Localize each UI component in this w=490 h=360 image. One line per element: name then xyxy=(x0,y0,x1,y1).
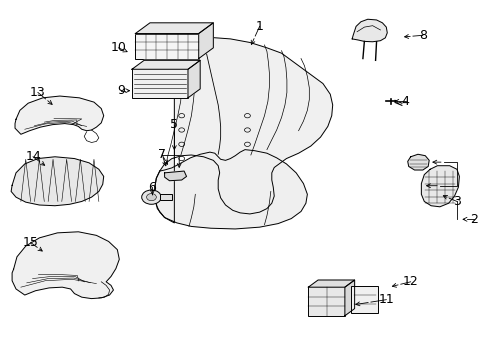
Polygon shape xyxy=(135,23,213,33)
Text: 6: 6 xyxy=(148,181,156,194)
Circle shape xyxy=(142,190,161,204)
Text: 5: 5 xyxy=(171,118,178,131)
Polygon shape xyxy=(308,280,355,287)
Bar xyxy=(132,69,188,98)
Bar xyxy=(351,286,378,313)
Text: 15: 15 xyxy=(23,236,39,249)
Text: 11: 11 xyxy=(378,293,394,306)
Text: 3: 3 xyxy=(453,195,461,208)
Polygon shape xyxy=(165,171,187,181)
Text: 7: 7 xyxy=(158,148,166,162)
Text: 12: 12 xyxy=(403,275,418,288)
Text: 1: 1 xyxy=(256,20,264,33)
Polygon shape xyxy=(345,280,355,316)
Polygon shape xyxy=(155,37,333,223)
Text: 8: 8 xyxy=(419,29,427,42)
Text: 9: 9 xyxy=(117,84,124,97)
Text: 4: 4 xyxy=(402,95,410,108)
Polygon shape xyxy=(421,166,460,207)
Polygon shape xyxy=(12,232,119,298)
Circle shape xyxy=(147,194,156,201)
Text: 10: 10 xyxy=(110,41,126,54)
Polygon shape xyxy=(188,60,200,98)
Text: 13: 13 xyxy=(30,86,46,99)
Text: 14: 14 xyxy=(25,150,41,163)
Polygon shape xyxy=(155,150,307,229)
Polygon shape xyxy=(352,19,387,42)
Polygon shape xyxy=(15,96,104,134)
Bar xyxy=(160,194,172,200)
Polygon shape xyxy=(408,154,429,170)
Text: 2: 2 xyxy=(470,213,478,226)
Bar xyxy=(308,287,345,316)
Polygon shape xyxy=(132,60,200,69)
Polygon shape xyxy=(199,23,213,59)
Bar xyxy=(135,33,199,59)
Polygon shape xyxy=(11,157,104,206)
